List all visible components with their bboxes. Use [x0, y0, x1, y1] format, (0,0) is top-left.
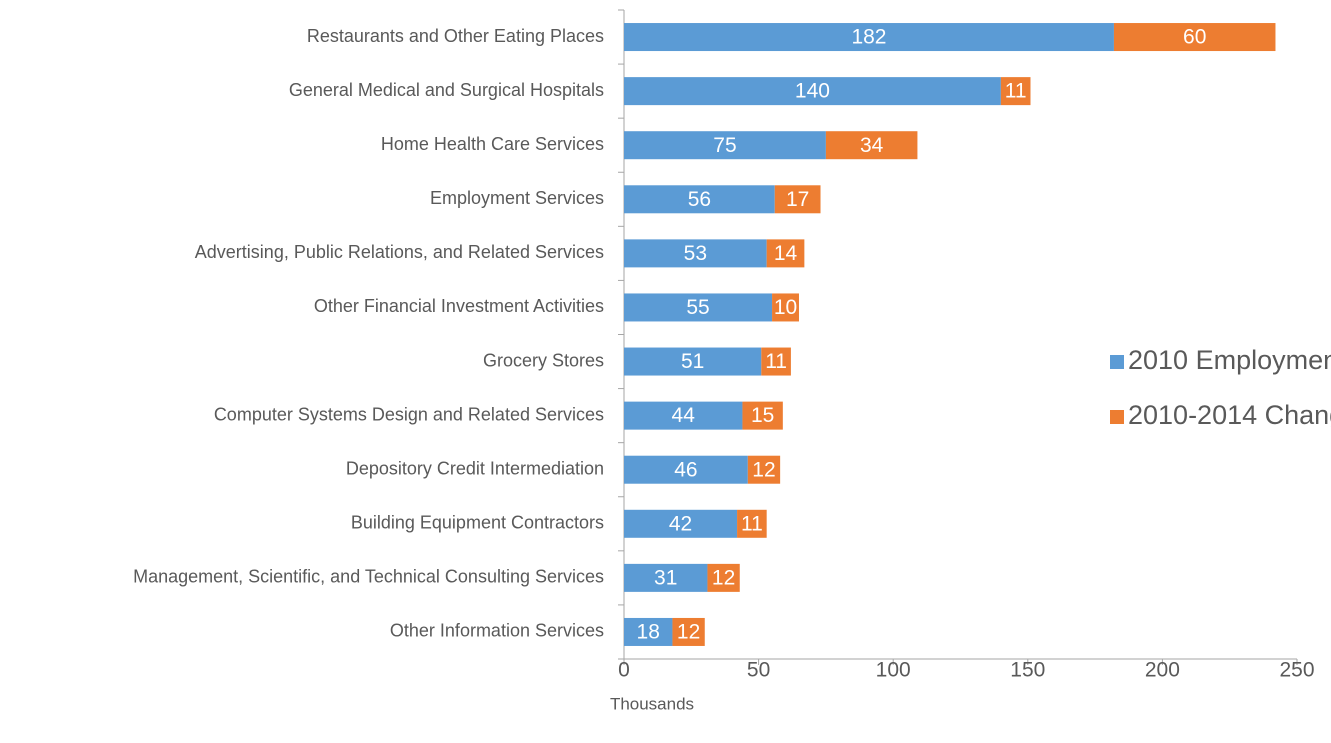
data-label: 75 — [713, 134, 736, 157]
bar-segment — [624, 509, 738, 538]
category-label: Employment Services — [430, 188, 604, 208]
category-label: Management, Scientific, and Technical Co… — [133, 567, 604, 587]
x-axis-label: Thousands — [610, 694, 694, 713]
data-label: 15 — [751, 404, 774, 427]
data-label: 42 — [669, 512, 692, 535]
data-label: 34 — [860, 134, 884, 157]
data-label: 31 — [654, 566, 677, 589]
category-label: General Medical and Surgical Hospitals — [289, 80, 604, 100]
data-label: 44 — [672, 404, 696, 427]
bar-segment — [825, 131, 918, 160]
legend-label: 2010 Employment — [1128, 345, 1331, 375]
category-label: Computer Systems Design and Related Serv… — [214, 404, 604, 424]
bar-segment — [624, 239, 767, 268]
data-label: 12 — [677, 621, 700, 644]
bar-segment — [1000, 77, 1031, 106]
x-tick-label: 100 — [876, 659, 911, 682]
bar-segment — [624, 563, 708, 592]
data-label: 14 — [774, 242, 798, 265]
x-tick-label: 150 — [1010, 659, 1045, 682]
bar-segment — [624, 185, 775, 214]
category-label: Advertising, Public Relations, and Relat… — [195, 242, 604, 262]
data-label: 11 — [741, 512, 763, 535]
bar-segment — [624, 617, 673, 646]
data-label: 17 — [786, 188, 809, 211]
bar-segment — [737, 509, 767, 538]
data-label: 51 — [681, 350, 704, 373]
x-tick-label: 200 — [1145, 659, 1180, 682]
bar-segment — [774, 185, 821, 214]
category-label: Other Information Services — [390, 621, 604, 641]
bar-segment — [766, 239, 805, 268]
bar-segment — [624, 293, 773, 322]
bar-segment — [772, 293, 799, 322]
data-label: 55 — [686, 296, 709, 319]
data-label: 10 — [774, 296, 797, 319]
x-tick-label: 0 — [618, 659, 630, 682]
data-label: 12 — [712, 566, 735, 589]
bar-segment — [707, 563, 740, 592]
data-label: 11 — [765, 350, 787, 373]
legend-swatch — [1110, 410, 1124, 424]
data-label: 11 — [1005, 80, 1027, 103]
bar-segment — [761, 347, 791, 376]
bar-segment — [747, 455, 781, 484]
category-label: Depository Credit Intermediation — [346, 458, 604, 478]
bar-segment — [624, 131, 826, 160]
bar-segment — [1113, 23, 1276, 52]
bar-segment — [624, 401, 743, 430]
category-label: Home Health Care Services — [381, 134, 604, 154]
category-label: Other Financial Investment Activities — [314, 296, 604, 316]
data-label: 60 — [1183, 26, 1206, 49]
bar-segment — [672, 617, 705, 646]
bar-segment — [624, 77, 1001, 106]
category-label: Building Equipment Contractors — [351, 513, 604, 533]
data-label: 56 — [688, 188, 711, 211]
legend-label: 2010-2014 Change — [1128, 400, 1331, 430]
category-label: Restaurants and Other Eating Places — [307, 26, 604, 46]
bar-segment — [624, 23, 1114, 52]
bar-segment — [742, 401, 783, 430]
bar-segment — [624, 347, 762, 376]
legend-swatch — [1110, 355, 1124, 369]
data-label: 140 — [795, 80, 830, 103]
data-label: 18 — [637, 621, 660, 644]
data-label: 46 — [674, 458, 697, 481]
data-label: 12 — [752, 458, 775, 481]
x-tick-label: 250 — [1279, 659, 1314, 682]
data-label: 182 — [851, 26, 886, 49]
x-tick-label: 50 — [747, 659, 770, 682]
category-label: Grocery Stores — [483, 350, 604, 370]
data-label: 53 — [684, 242, 707, 265]
bar-segment — [624, 455, 748, 484]
